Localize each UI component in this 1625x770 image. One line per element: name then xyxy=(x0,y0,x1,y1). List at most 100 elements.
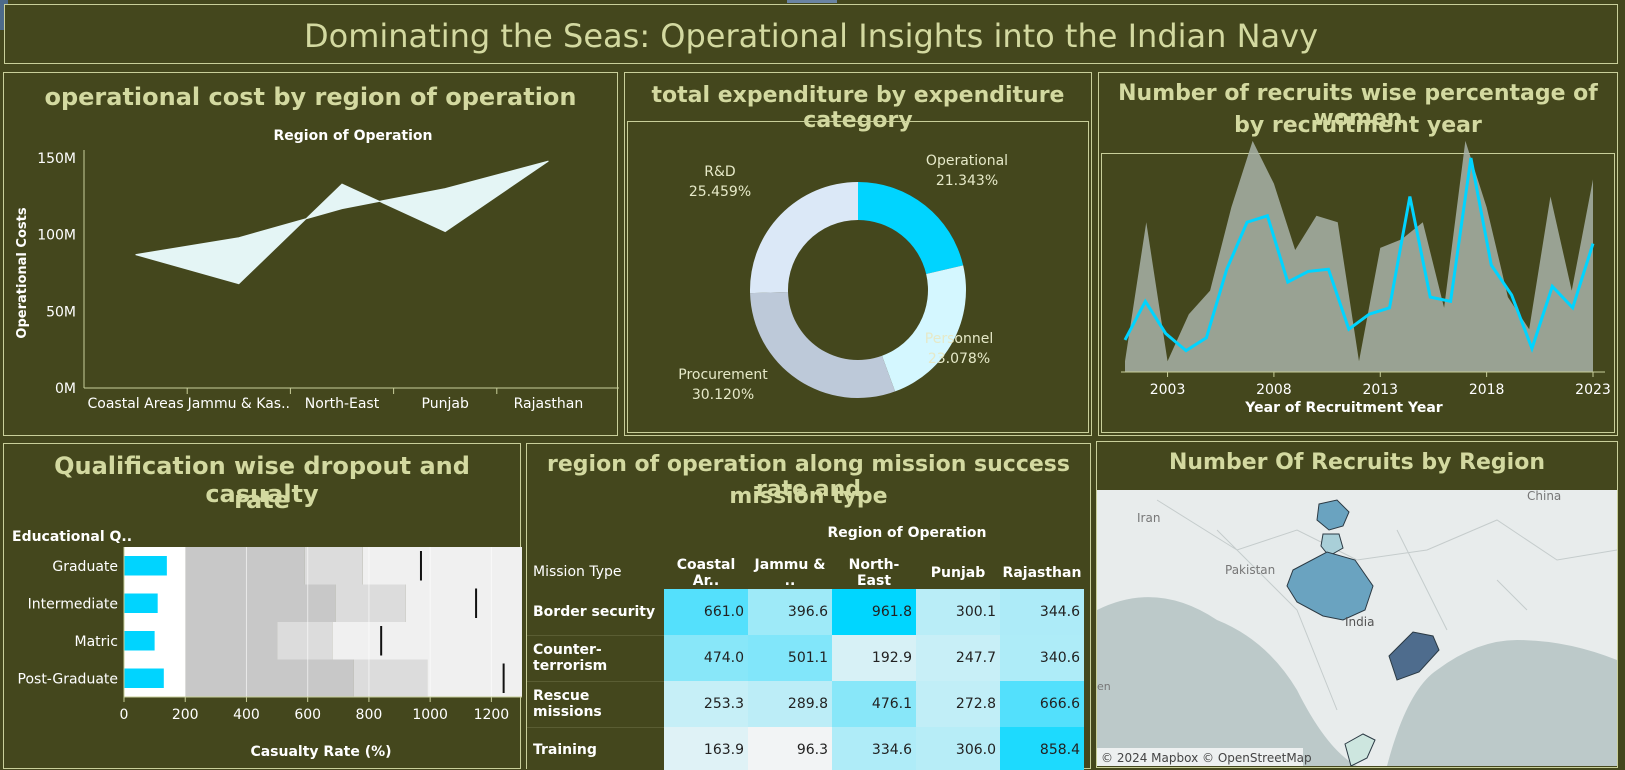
cost-header: Region of Operation xyxy=(274,128,433,144)
table-row: Counter-terrorism 474.0 501.1 192.9 247.7 340… xyxy=(527,635,1084,682)
qual-x-tick: 200 xyxy=(172,707,199,723)
donut-value: 25.459% xyxy=(689,184,751,200)
qual-band-mid xyxy=(353,659,428,697)
donut-slice-operational xyxy=(858,182,964,275)
recruits-area xyxy=(1125,140,1593,372)
cost-x-tick: Coastal Areas xyxy=(88,396,184,412)
qualification-panel: Qualification wise dropout and casualty … xyxy=(3,443,522,769)
qual-x-label: Casualty Rate (%) xyxy=(250,744,391,760)
qual-category: Graduate xyxy=(52,559,118,575)
qualification-title-1: Qualification wise dropout and casualty xyxy=(54,452,470,508)
recruits-panel: Number of recruits wise percentage of wo… xyxy=(1098,72,1618,436)
recruits-x-tick: 2023 xyxy=(1575,382,1611,398)
expenditure-title: total expenditure by expenditure categor… xyxy=(651,83,1065,133)
qual-x-tick: 1000 xyxy=(412,707,448,723)
table-row: Rescue missions 253.3 289.8 476.1 272.8 666.6 xyxy=(527,681,1084,728)
cost-chart: Region of Operation 0M 50M 100M 150M Coastal… xyxy=(15,128,619,412)
donut-value: 23.078% xyxy=(928,351,990,367)
donut-label: Procurement xyxy=(678,367,768,383)
table-row: Training 163.9 96.3 334.6 306.0 858.4 xyxy=(527,727,1084,770)
qual-band-light xyxy=(332,622,522,660)
region-jammu-kashmir xyxy=(1316,499,1350,531)
recruits-frame xyxy=(1101,153,1615,433)
qual-band-light xyxy=(427,659,522,697)
recruits-x-tick: 2013 xyxy=(1362,382,1398,398)
mission-panel: region of operation along mission succes… xyxy=(526,443,1091,770)
qual-x-tick: 600 xyxy=(294,707,321,723)
mission-cell: 476.1 xyxy=(832,681,916,727)
qual-x-tick: 0 xyxy=(120,707,129,723)
qual-band-dark xyxy=(185,584,336,622)
mission-cell: 163.9 xyxy=(664,727,748,770)
region-rajasthan xyxy=(1286,551,1374,621)
cost-y-tick: 150M xyxy=(37,151,76,167)
qual-category: Post-Graduate xyxy=(18,671,118,687)
mission-cell: 253.3 xyxy=(664,681,748,727)
mission-cell: 661.0 xyxy=(664,589,748,635)
recruits-x-tick: 2008 xyxy=(1256,382,1292,398)
recruits-chart: 2003 2008 2013 2018 2023 Year of Recruitment … xyxy=(1121,140,1611,416)
mission-cell: 300.1 xyxy=(916,589,1000,635)
donut-slice-rd xyxy=(750,182,858,294)
map-attribution: © 2024 Mapbox © OpenStreetMap xyxy=(1101,751,1312,765)
qual-x-tick: 800 xyxy=(356,707,383,723)
mission-table: Coastal Ar.. Jammu & .. North-East Punjab Ra… xyxy=(527,557,1084,770)
qual-band-dark xyxy=(185,659,354,697)
donut-value: 30.120% xyxy=(692,387,754,403)
qualification-chart: Educational Q.. Graduate Intermediate Matr… xyxy=(12,529,522,760)
mission-col-header: Coastal Ar.. xyxy=(676,557,736,589)
mission-cell: 272.8 xyxy=(916,681,1000,727)
mission-row-header: Mission Type xyxy=(533,564,622,580)
qualification-title-2: rate xyxy=(234,486,290,514)
recruits-line xyxy=(1123,157,1595,353)
qualification-col-header: Educational Q.. xyxy=(12,529,132,545)
mission-cell: 334.6 xyxy=(832,727,916,770)
mission-row-label: Rescue missions xyxy=(527,681,664,728)
mission-cell: 666.6 xyxy=(1000,681,1084,727)
map-label-china: China xyxy=(1527,490,1561,503)
mission-col-header: Rajasthan xyxy=(1002,565,1082,581)
cost-x-tick: North-East xyxy=(305,396,380,412)
qual-bar xyxy=(124,556,167,576)
mission-col-header: Punjab xyxy=(930,565,986,581)
qual-band-light xyxy=(405,584,522,622)
qual-x-tick: 400 xyxy=(233,707,260,723)
cost-area xyxy=(135,160,549,285)
qual-bar xyxy=(124,631,155,651)
mission-cell: 306.0 xyxy=(916,727,1000,770)
region-coastal-areas xyxy=(1344,733,1376,766)
map-label-india: India xyxy=(1345,615,1374,629)
qual-band-mid xyxy=(335,584,406,622)
dashboard-title: Dominating the Seas: Operational Insight… xyxy=(303,17,1319,55)
mission-cell: 340.6 xyxy=(1000,635,1084,681)
map-title: Number Of Recruits by Region xyxy=(1168,450,1545,475)
cost-x-tick: Jammu & Kas.. xyxy=(187,396,290,412)
mission-cell: 961.8 xyxy=(832,589,916,635)
table-row: Border security 661.0 396.6 961.8 300.1 344.6 xyxy=(527,589,1084,636)
map-label-partial: en xyxy=(1097,680,1111,693)
qual-bar xyxy=(124,668,164,688)
qual-band-mid xyxy=(304,547,363,585)
cost-y-tick: 0M xyxy=(55,381,76,397)
mission-row-label: Border security xyxy=(527,589,664,636)
cost-title: operational cost by region of operation xyxy=(44,83,577,111)
qual-band-mid xyxy=(277,622,333,660)
donut-label: Personnel xyxy=(925,331,993,347)
mission-row-label: Counter-terrorism xyxy=(527,635,664,682)
qual-x-tick: 1200 xyxy=(474,707,510,723)
mission-title-2: mission type xyxy=(729,484,888,509)
mission-cell: 344.6 xyxy=(1000,589,1084,635)
qual-band-dark xyxy=(185,547,305,585)
region-punjab xyxy=(1320,533,1344,557)
expenditure-frame xyxy=(627,121,1089,433)
map-borders xyxy=(1156,499,1617,711)
qual-category: Intermediate xyxy=(28,596,118,612)
donut-label: R&D xyxy=(704,164,735,180)
top-drag-handle[interactable] xyxy=(787,0,837,3)
cost-panel: operational cost by region of operation … xyxy=(3,72,619,436)
expenditure-panel: total expenditure by expenditure categor… xyxy=(624,72,1092,436)
qual-band-light xyxy=(362,547,522,585)
recruits-title-2: by recruitment year xyxy=(1234,113,1482,138)
map-view[interactable]: Iran China Pakistan India en © 2024 Mapb… xyxy=(1097,490,1617,766)
cost-y-label: Operational Costs xyxy=(15,207,30,338)
